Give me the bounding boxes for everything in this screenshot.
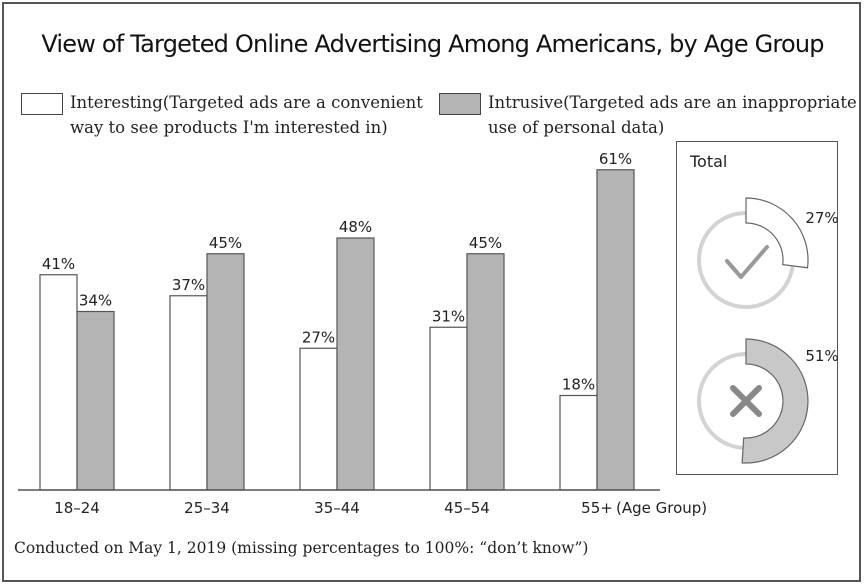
bar-intrusive-5 (596, 169, 635, 491)
legend-label-intrusive-line1: Intrusive(Targeted ads are an inappropri… (488, 93, 857, 112)
x-axis-title: (Age Group) (616, 499, 707, 517)
chart-title: View of Targeted Online Advertising Amon… (41, 30, 824, 58)
legend-swatch-intrusive (439, 93, 481, 115)
legend-label-intrusive: Intrusive(Targeted ads are an inappropri… (488, 90, 857, 140)
data-label-intrusive-5: 61% (599, 150, 632, 168)
legend-label-intrusive-line2: use of personal data) (488, 118, 665, 137)
legend-swatch-interesting (21, 93, 63, 115)
donut-segment-interesting (745, 197, 809, 269)
data-label-interesting-3: 27% (302, 328, 335, 346)
x-tick-label-2: 25–34 (184, 499, 230, 517)
bar-interesting-5 (559, 394, 598, 491)
x-tick-label-5: 55+ (581, 499, 613, 517)
x-icon (730, 385, 762, 417)
total-value-interesting: 27% (805, 209, 838, 227)
bar-interesting-2 (169, 295, 208, 491)
legend-label-interesting: Interesting(Targeted ads are a convenien… (70, 90, 423, 140)
data-label-intrusive-3: 48% (339, 218, 372, 236)
footnote: Conducted on May 1, 2019 (missing percen… (14, 539, 589, 557)
total-panel (676, 141, 838, 475)
bar-interesting-1 (39, 274, 78, 491)
bar-intrusive-1 (76, 310, 115, 491)
x-tick-label-3: 35–44 (314, 499, 360, 517)
x-tick-label-4: 45–54 (444, 499, 490, 517)
data-label-intrusive-1: 34% (79, 292, 112, 310)
data-label-intrusive-4: 45% (469, 234, 502, 252)
data-label-interesting-2: 37% (172, 276, 205, 294)
data-label-interesting-4: 31% (432, 307, 465, 325)
total-label: Total (690, 152, 728, 171)
x-tick-label-1: 18–24 (54, 499, 100, 517)
total-value-intrusive: 51% (805, 347, 838, 365)
data-label-intrusive-2: 45% (209, 234, 242, 252)
check-icon (725, 245, 769, 279)
bar-intrusive-3 (336, 237, 375, 491)
bar-interesting-3 (299, 347, 338, 491)
data-label-interesting-1: 41% (42, 255, 75, 273)
donut-segment-intrusive (741, 338, 809, 464)
data-label-interesting-5: 18% (562, 376, 595, 394)
legend-label-interesting-line2: way to see products I'm interested in) (70, 118, 388, 137)
bar-interesting-4 (429, 326, 468, 491)
legend-label-interesting-line1: Interesting(Targeted ads are a convenien… (70, 93, 423, 112)
